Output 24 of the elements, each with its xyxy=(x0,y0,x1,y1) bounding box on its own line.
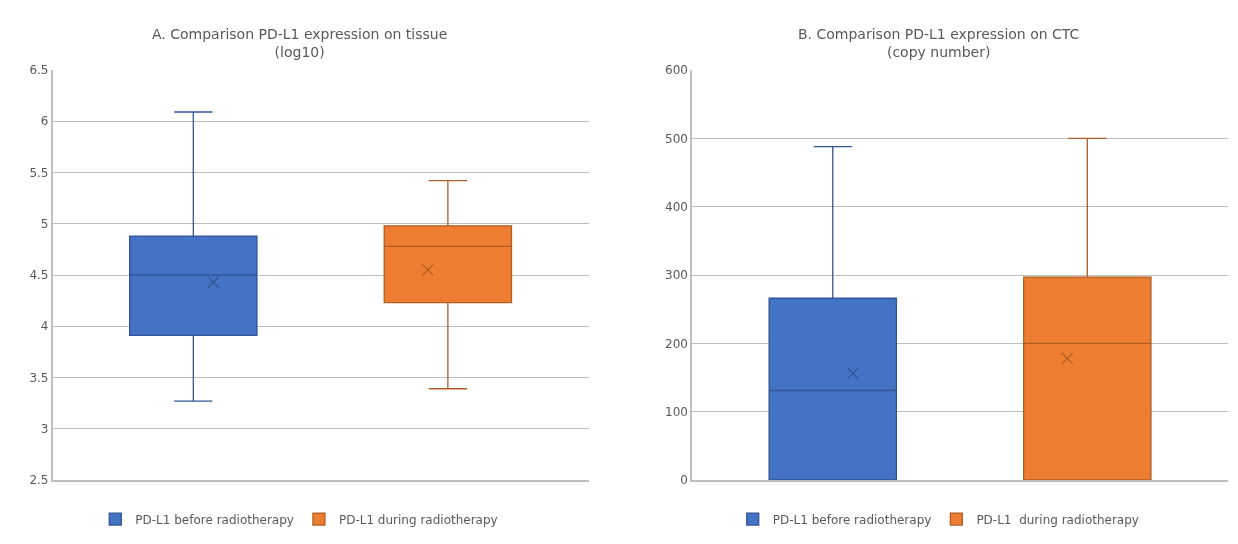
y-tick-label: 600 xyxy=(665,63,688,78)
y-tick-label: 200 xyxy=(665,336,688,351)
y-tick-label: 5.5 xyxy=(29,165,49,180)
y-tick-label: 3 xyxy=(40,421,49,436)
legend-label: PD-L1 before radiotherapy xyxy=(135,512,294,527)
y-tick-label: 500 xyxy=(665,131,688,146)
chart-title: A. Comparison PD-L1 expression on tissue xyxy=(152,26,448,42)
y-tick-label: 400 xyxy=(665,199,688,214)
y-tick-label: 6 xyxy=(40,114,49,129)
y-tick-label: 5 xyxy=(40,216,49,231)
chart-title: B. Comparison PD-L1 expression on CTC xyxy=(798,26,1080,42)
legend-label: PD-L1 before radiotherapy xyxy=(772,512,932,527)
legend-label: PD-L1 during radiotherapy xyxy=(976,512,1139,527)
y-tick-label: 4 xyxy=(40,319,49,334)
y-tick-label: 0 xyxy=(680,473,688,488)
legend-label: PD-L1 during radiotherapy xyxy=(338,512,498,527)
y-tick-label: 6.5 xyxy=(29,63,49,78)
y-tick-label: 4.5 xyxy=(29,268,49,283)
y-tick-label: 2.5 xyxy=(29,473,49,488)
y-tick-label: 100 xyxy=(665,404,688,419)
chart-subtitle: (log10) xyxy=(274,44,325,61)
y-tick-label: 300 xyxy=(665,268,688,283)
chart-subtitle: (copy number) xyxy=(886,44,991,61)
y-tick-label: 3.5 xyxy=(29,370,49,385)
